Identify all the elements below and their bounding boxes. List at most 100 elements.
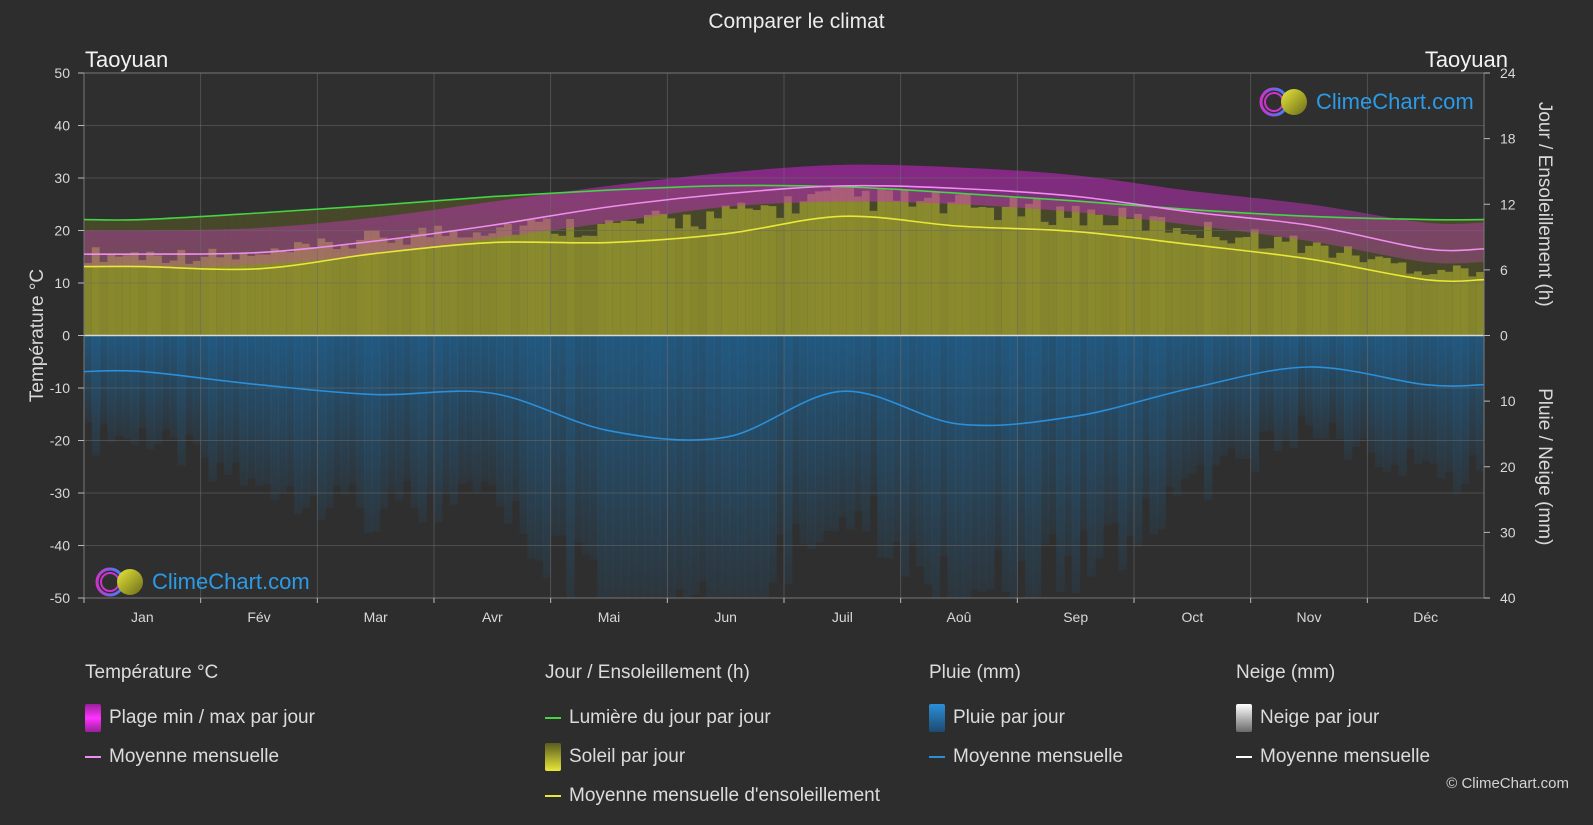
rain-bar [838,335,847,518]
sunshine-bar [1297,252,1306,336]
sunshine-bar [706,211,715,336]
sunshine-bar [620,220,630,336]
sunshine-bar [1344,246,1353,336]
sunshine-bar [294,242,303,336]
right-axis-title-hours: Jour / Ensoleillement (h) [1534,102,1555,307]
sunshine-bar [161,262,171,336]
rain-bar [542,335,552,579]
rain-bar [900,335,910,577]
legend-snow: Neige (mm) Neige par jour Moyenne mensue… [1236,662,1430,776]
right-tick-label: 40 [1500,590,1516,606]
logo-bottom[interactable]: ClimeChart.com [94,566,310,598]
legend-label: Plage min / max par jour [109,706,315,728]
rain-bar [636,335,645,598]
sunshine-bar [426,237,435,336]
legend-daylight: Jour / Ensoleillement (h) Lumière du jou… [545,662,880,815]
sunshine-bar [1476,272,1485,336]
rain-bar [519,335,528,534]
legend-heading-temperature: Température °C [85,662,219,683]
legend-heading-daylight: Jour / Ensoleillement (h) [545,662,750,683]
sunshine-bar [978,206,987,336]
right-tick-label: 10 [1500,393,1516,409]
sunshine-bar [457,237,466,336]
rain-bar [760,335,770,598]
location-left: Taoyuan [85,47,169,72]
legend-item-sun: Soleil par jour [545,737,880,776]
rain-bar [877,335,886,558]
sunshine-bar [1102,225,1112,336]
rain-bar [465,335,474,482]
rain-bar [301,335,311,508]
sunshine-bar [1289,235,1298,336]
rain-bar [247,335,256,479]
legend-item-sun-mean: Moyenne mensuelle d'ensoleillement [545,776,880,815]
legend-item-temp-range: Plage min / max par jour [85,698,315,737]
sunshine-bar [714,218,723,336]
rain-bar [1266,335,1275,432]
rain-bar [1001,335,1011,593]
sunshine-bar [402,244,412,336]
rain-bar [169,335,178,438]
rain-bar [815,335,824,543]
rain-bar [1048,335,1057,534]
sunshine-bar [1250,229,1260,336]
sunshine-bar [1398,262,1407,336]
sunshine-bar [84,262,93,336]
sunshine-bar [1351,255,1361,336]
rain-bar [441,335,451,493]
rain-bar [791,335,801,525]
rain-bar [434,335,443,523]
sunshine-bar [348,248,357,336]
rain-bar [371,335,381,532]
rain-bar [504,335,513,524]
rain-bar [1421,335,1431,461]
sunshine-bar [628,220,637,336]
sunshine-bar [130,252,140,336]
right-tick-label: 24 [1500,65,1516,81]
left-tick-label: -30 [50,485,70,501]
rain-bar [1375,335,1384,468]
chart-title: Comparer le climat [708,10,885,33]
legend-item-temp-mean: Moyenne mensuelle [85,737,315,776]
rain-bar [962,335,972,598]
rain-bar [892,335,902,542]
legend-heading-snow: Neige (mm) [1236,662,1336,683]
sunshine-bar [776,217,785,336]
legend-label: Moyenne mensuelle d'ensoleillement [569,784,880,806]
legend-label: Soleil par jour [569,745,686,767]
rain-bar [1079,335,1088,531]
rain-bar [550,335,560,536]
sunshine-bar [729,208,738,336]
rain-bar [1172,335,1182,496]
rain-bar [1149,335,1158,535]
sunshine-bar [1204,221,1213,336]
sunshine-bar [597,223,606,336]
rain-bar [535,335,544,561]
sunshine-bar [760,205,770,336]
sunshine-bar [1429,274,1438,336]
rain-bar [1312,335,1322,439]
rain-bar [99,335,108,425]
rain-bar [317,335,326,520]
sunshine-bar [200,256,210,336]
rain-bar [729,335,738,598]
sunshine-bar [1188,234,1197,336]
sunshine-bar [1406,273,1415,336]
sunshine-bar [1196,237,1205,336]
sunshine-bar [441,236,451,336]
rain-bar [1009,335,1018,598]
sunshine-bar [1242,236,1252,336]
logo-top[interactable]: ClimeChart.com [1258,86,1474,118]
legend-rain: Pluie (mm) Pluie par jour Moyenne mensue… [929,662,1123,776]
rain-bar [628,335,637,598]
rain-bar [1196,335,1205,466]
sunshine-bar [931,192,941,336]
sunshine-bar [830,186,840,336]
rain-bar [192,335,202,445]
rain-bar [1452,335,1462,495]
sunshine-bar [185,263,194,336]
rain-bar [410,335,420,509]
rain-bar [1258,335,1267,433]
rain-bar [698,335,707,582]
sunshine-bar [247,255,256,336]
